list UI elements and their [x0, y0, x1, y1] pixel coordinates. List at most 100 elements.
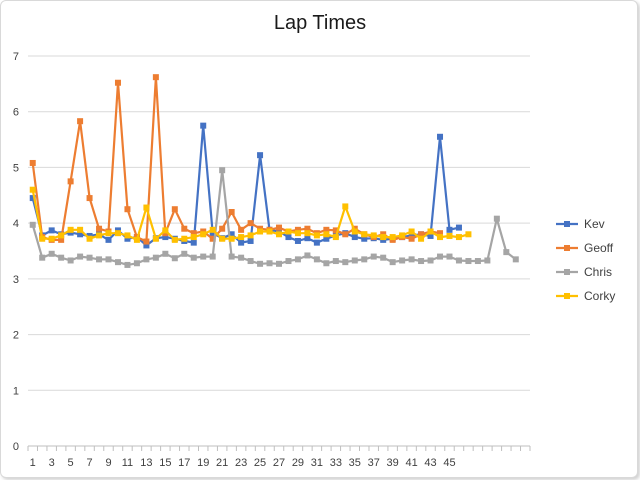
data-point — [200, 253, 207, 260]
data-point — [48, 227, 55, 234]
data-point — [190, 254, 197, 261]
data-point — [276, 260, 282, 267]
data-point — [380, 254, 387, 261]
x-tick-label: 27 — [273, 457, 285, 469]
data-point — [200, 122, 207, 129]
data-point — [285, 234, 292, 241]
data-point — [455, 234, 462, 241]
data-point — [247, 258, 254, 265]
data-point — [389, 234, 396, 241]
data-point — [304, 235, 311, 242]
x-tick-label: 37 — [368, 457, 380, 469]
data-point — [228, 235, 235, 242]
data-point — [171, 206, 178, 213]
data-point — [96, 225, 103, 232]
data-point — [294, 237, 301, 244]
x-tick-label: 11 — [122, 457, 133, 469]
chart-title: Lap Times — [273, 12, 367, 34]
data-point — [408, 228, 415, 235]
data-point — [152, 254, 159, 261]
data-point — [77, 231, 84, 238]
data-point — [143, 242, 150, 249]
data-point — [96, 256, 103, 263]
data-point — [238, 226, 245, 233]
data-point — [171, 236, 178, 243]
data-point — [418, 231, 425, 238]
series-corky — [29, 186, 472, 243]
data-point — [399, 232, 406, 239]
data-point — [257, 260, 264, 267]
data-point — [342, 203, 349, 210]
data-point — [294, 256, 301, 263]
data-point — [437, 253, 444, 260]
data-point — [370, 253, 377, 260]
data-point — [143, 256, 150, 263]
data-point — [238, 239, 245, 246]
data-point — [67, 178, 74, 185]
data-point — [77, 118, 84, 125]
data-point — [512, 256, 519, 263]
data-point — [427, 257, 434, 264]
data-point — [361, 231, 368, 238]
data-point — [418, 258, 425, 265]
data-point — [209, 226, 216, 233]
data-point — [351, 234, 358, 241]
data-point — [332, 227, 339, 234]
y-tick-label: 1 — [13, 385, 19, 397]
data-point — [276, 231, 282, 238]
data-point — [313, 239, 320, 246]
x-tick-label: 13 — [140, 457, 152, 469]
data-point — [86, 235, 93, 242]
series-line — [31, 76, 441, 243]
legend-entry: Chris — [556, 265, 612, 279]
data-point — [181, 235, 188, 242]
data-point — [67, 226, 74, 233]
data-point — [209, 230, 216, 237]
data-point — [257, 228, 264, 235]
data-point — [351, 228, 358, 235]
data-point — [162, 234, 169, 241]
data-point — [190, 234, 197, 241]
data-point — [105, 230, 112, 237]
data-point — [143, 204, 150, 211]
data-point — [294, 230, 301, 237]
legend-entry: Corky — [556, 289, 615, 303]
x-tick-label: 33 — [330, 457, 342, 469]
data-point — [77, 226, 84, 233]
x-tick-label: 25 — [254, 457, 266, 469]
data-point — [332, 234, 339, 241]
data-point — [332, 258, 339, 265]
x-tick-label: 39 — [387, 457, 399, 469]
data-point — [313, 256, 320, 263]
data-point — [39, 254, 46, 261]
legend-marker — [564, 293, 570, 299]
data-point — [493, 215, 500, 222]
data-point — [48, 235, 55, 242]
legend-label: Kev — [584, 217, 605, 231]
series-line — [31, 169, 517, 266]
data-point — [114, 259, 121, 266]
data-point — [342, 231, 349, 238]
data-point — [361, 235, 368, 242]
x-tick-label: 29 — [292, 457, 304, 469]
data-point — [484, 257, 491, 264]
data-point — [266, 228, 273, 235]
legend-label: Chris — [584, 265, 612, 279]
data-point — [67, 257, 74, 264]
data-point — [58, 236, 65, 243]
data-point — [58, 254, 65, 261]
x-tick-label: 21 — [216, 457, 228, 469]
data-point — [219, 225, 226, 232]
data-point — [474, 258, 481, 265]
data-point — [29, 159, 36, 166]
x-tick-label: 45 — [443, 457, 455, 469]
data-point — [48, 250, 55, 257]
data-point — [408, 232, 415, 239]
data-point — [408, 256, 415, 263]
data-point — [171, 255, 178, 262]
data-point — [446, 253, 453, 260]
y-tick-label: 7 — [13, 51, 19, 63]
data-point — [219, 235, 226, 242]
data-point — [238, 254, 245, 261]
x-tick-label: 35 — [349, 457, 361, 469]
